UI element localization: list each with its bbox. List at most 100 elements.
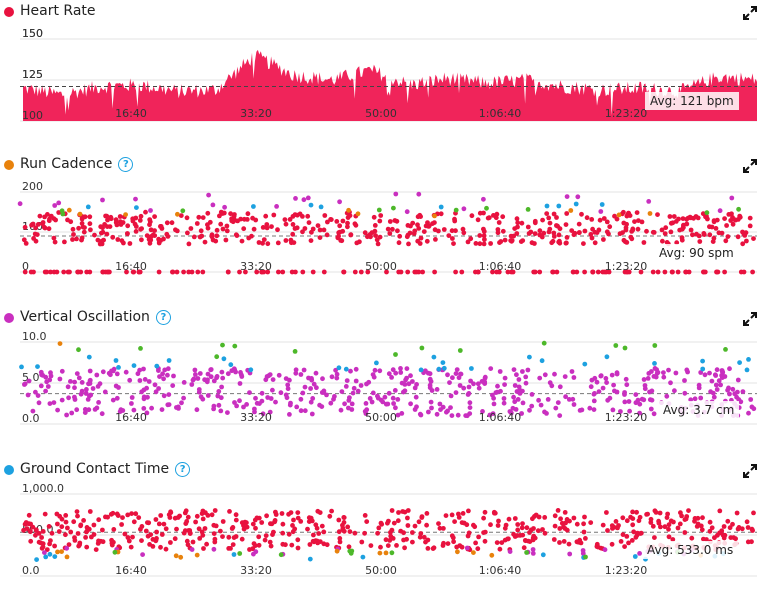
data-point [153, 389, 159, 395]
data-point [598, 209, 604, 214]
data-point [114, 511, 120, 517]
help-icon[interactable]: ? [155, 310, 171, 325]
data-point [605, 528, 610, 533]
data-point [287, 412, 292, 417]
data-point [252, 409, 257, 415]
data-point [224, 228, 230, 234]
data-point [614, 371, 620, 377]
data-point [328, 217, 334, 222]
data-point [105, 217, 110, 223]
data-point [22, 224, 28, 230]
data-point [40, 529, 46, 534]
expand-icon[interactable] [743, 6, 757, 20]
data-point [98, 224, 104, 230]
data-point [417, 241, 423, 246]
data-point [260, 225, 266, 230]
data-point [271, 212, 277, 218]
data-point [540, 527, 545, 532]
data-point [248, 367, 254, 373]
data-point [146, 379, 152, 384]
data-point [704, 210, 710, 216]
data-point [238, 216, 244, 222]
data-point [592, 391, 597, 396]
data-point [150, 544, 156, 549]
data-point [321, 529, 327, 535]
vertical-oscillation-chart[interactable]: 10.0 5.0 0.0 16:40 33:20 50:00 1:06:40 1:23:20 [0, 328, 763, 432]
data-point [204, 379, 210, 385]
data-point [389, 527, 395, 533]
data-point [184, 519, 190, 524]
data-point [447, 380, 452, 385]
data-point [420, 269, 425, 275]
data-point [588, 384, 594, 390]
data-point [746, 357, 751, 362]
data-point [496, 518, 501, 524]
data-point [695, 215, 701, 221]
data-point [468, 236, 474, 242]
data-point [291, 517, 296, 523]
data-point [345, 224, 350, 230]
data-point [174, 405, 179, 410]
data-point [334, 371, 340, 377]
data-point [418, 531, 424, 536]
data-point [641, 377, 647, 382]
data-point [589, 377, 595, 383]
data-point [215, 393, 221, 399]
data-point [74, 371, 80, 376]
ground-contact-time-dot-icon [4, 465, 14, 475]
data-point [139, 226, 145, 231]
heart-rate-chart[interactable]: 15012510015012510016:4033:2050:001:06:40… [0, 22, 763, 126]
data-point [33, 527, 39, 533]
data-point [168, 540, 173, 545]
data-point [141, 394, 147, 400]
data-point [607, 224, 613, 230]
data-point [632, 219, 637, 224]
data-point [209, 512, 215, 518]
data-point [525, 367, 531, 373]
data-point [253, 543, 258, 548]
data-point [262, 537, 268, 543]
data-point [532, 231, 538, 236]
data-point [115, 237, 121, 242]
data-point [480, 409, 485, 414]
data-point [334, 375, 340, 381]
data-point [157, 374, 162, 379]
expand-icon[interactable] [743, 159, 757, 173]
data-point [571, 515, 577, 521]
data-point [600, 269, 606, 275]
ground-contact-time-chart[interactable]: 1,000.0500.00.016:4033:2050:001:06:401:2… [0, 480, 763, 584]
data-point [234, 403, 240, 409]
data-point [542, 409, 547, 415]
data-point [321, 269, 327, 275]
help-icon[interactable]: ? [175, 462, 191, 477]
data-point [469, 213, 475, 219]
data-point [60, 211, 66, 217]
data-point [353, 222, 359, 228]
data-point [710, 239, 716, 244]
data-point [454, 367, 460, 372]
data-point [384, 269, 389, 275]
data-point [310, 269, 316, 275]
data-point [488, 522, 493, 528]
data-point [75, 269, 81, 275]
data-point [502, 237, 508, 243]
data-point [404, 366, 410, 371]
data-point [353, 378, 359, 384]
data-point [413, 394, 419, 400]
expand-icon[interactable] [743, 312, 757, 326]
data-point [552, 523, 558, 529]
data-point [520, 521, 525, 526]
data-point [365, 234, 370, 240]
data-point [620, 515, 626, 521]
data-point [481, 515, 486, 521]
data-point [501, 396, 507, 401]
expand-icon[interactable] [743, 464, 757, 478]
data-point [104, 213, 110, 219]
data-point [641, 397, 647, 403]
help-icon[interactable]: ? [118, 157, 134, 172]
data-point [584, 215, 590, 221]
data-point [33, 238, 39, 244]
data-point [165, 372, 170, 378]
data-point [464, 545, 470, 551]
